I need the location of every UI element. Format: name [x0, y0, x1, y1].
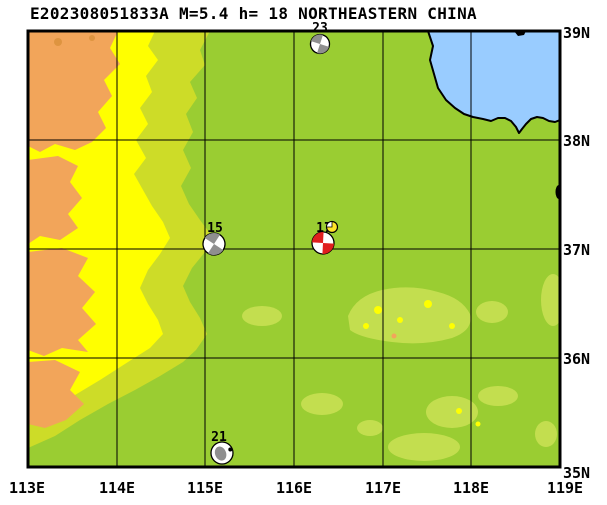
beachball-quadrant — [204, 233, 220, 244]
lat-tick-38N: 38N — [563, 132, 590, 150]
lat-tick-35N: 35N — [563, 464, 590, 482]
beachball-event-15 — [202, 232, 226, 256]
terrain-darkorange-speck — [89, 35, 95, 41]
event-label-23: 23 — [312, 21, 328, 36]
terrain-yellow-spot — [374, 306, 382, 314]
map-border — [26, 29, 562, 469]
terrain-yellow-spot — [397, 317, 403, 323]
terrain-lightgreen-patch — [535, 421, 557, 447]
beachball-quadrant — [310, 34, 323, 44]
terrain-yellow-spot — [449, 323, 455, 329]
terrain-yellow-spot — [475, 421, 481, 427]
beachball-event-17-highlighted — [311, 231, 335, 255]
terrain-lightgreen-patch — [357, 420, 383, 436]
terrain-yellow-spot — [456, 408, 462, 414]
terrain-lightgreen-patch — [388, 433, 460, 461]
lat-tick-36N: 36N — [563, 350, 590, 368]
lon-tick-117E: 117E — [365, 479, 401, 497]
beachball-event-23 — [309, 33, 331, 55]
beachball-quadrant — [317, 44, 330, 54]
beachball-quadrant — [322, 243, 334, 254]
terrain-orange-south — [28, 248, 96, 356]
yellow-event-marker — [325, 220, 339, 234]
lon-tick-119E: 119E — [547, 479, 583, 497]
terrain-lightgreen-patch — [426, 396, 478, 428]
terrain-lightgreen-patch — [242, 306, 282, 326]
terrain-lightgreen-patch — [476, 301, 508, 323]
lon-tick-115E: 115E — [187, 479, 223, 497]
terrain-orange-mid — [28, 156, 82, 244]
beachball-quadrant — [312, 232, 324, 243]
yellow-marker-wedge — [326, 221, 333, 228]
beachball-event-21 — [210, 441, 234, 465]
terrain-lightgreen-patch — [541, 274, 560, 326]
lon-tick-113E: 113E — [9, 479, 45, 497]
lon-tick-116E: 116E — [276, 479, 312, 497]
terrain-yellow-spot — [424, 300, 432, 308]
lon-tick-118E: 118E — [453, 479, 489, 497]
event-label-15: 15 — [207, 221, 223, 236]
terrain-lightgreen-patch — [301, 393, 343, 415]
beachball-dot — [228, 447, 233, 452]
lon-tick-114E: 114E — [99, 479, 135, 497]
terrain-orange-bottom — [28, 360, 84, 428]
terrain-lightgreen-patch — [478, 386, 518, 406]
terrain-orange-north — [28, 31, 120, 152]
terrain-orange-spot — [391, 333, 397, 339]
plot-title: E202308051833A M=5.4 h= 18 NORTHEASTERN … — [30, 4, 477, 23]
terrain-yellow-spot — [363, 323, 369, 329]
terrain-darkorange-speck — [54, 38, 62, 46]
beachball-quadrant — [208, 244, 224, 255]
lat-tick-39N: 39N — [563, 24, 590, 42]
water-bohai-sea — [427, 31, 560, 134]
lat-tick-37N: 37N — [563, 241, 590, 259]
beachball-lobe — [214, 446, 227, 461]
event-label-21: 21 — [211, 430, 227, 445]
terrain-lightgreen-cluster — [348, 287, 471, 344]
